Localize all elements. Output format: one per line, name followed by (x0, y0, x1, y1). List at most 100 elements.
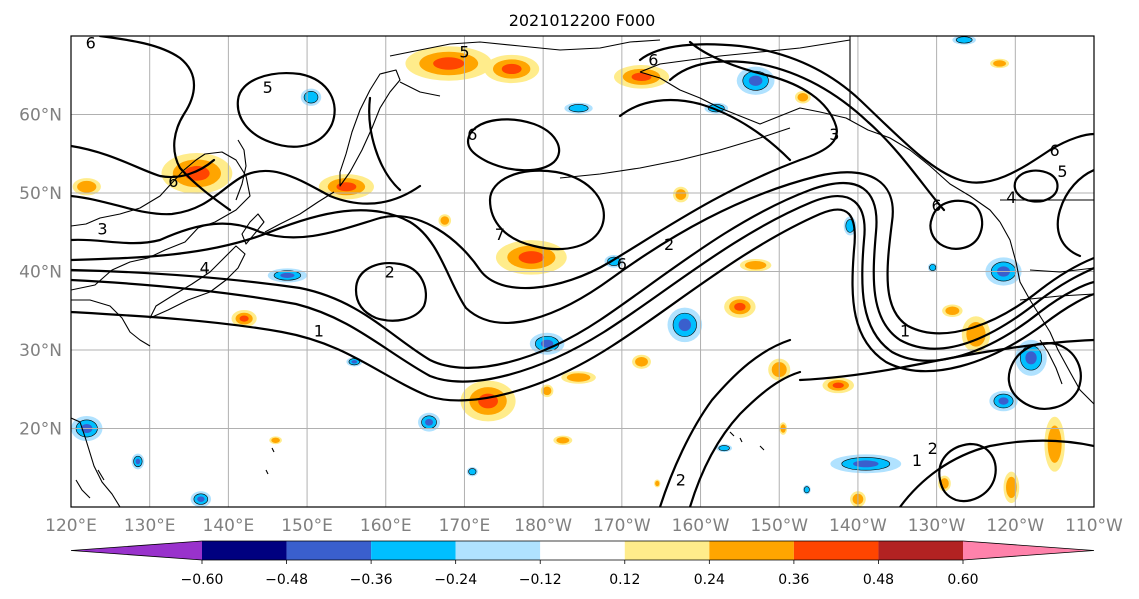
contour-label: 1 (912, 451, 922, 470)
anomaly-blob (794, 90, 811, 104)
anomaly-blob (1044, 416, 1065, 472)
colorbar-label: 0.12 (609, 572, 640, 588)
contour-label: 6 (1050, 141, 1060, 160)
longitude-label: 140°W (829, 516, 887, 536)
contour-label: 7 (495, 225, 505, 244)
contour-label: 6 (168, 172, 178, 191)
colorbar-label: 0.48 (863, 572, 894, 588)
colorbar-bin (793, 541, 879, 560)
latitude-label: 40°N (19, 263, 62, 283)
anomaly-blob (604, 255, 624, 268)
contour-label: 3 (829, 125, 839, 144)
latitude-label: 50°N (19, 184, 62, 204)
longitude-label: 170°W (593, 516, 651, 536)
longitude-label: 120°E (45, 516, 97, 536)
anomaly-blob (672, 186, 689, 203)
longitude-label: 150°W (750, 516, 808, 536)
contour-label: 6 (86, 33, 96, 52)
contour-label: 5 (459, 43, 469, 62)
colorbar-label: 0.24 (694, 572, 725, 588)
longitude-label: 140°E (203, 516, 255, 536)
anomaly-blob (1003, 471, 1020, 504)
latitude-label: 20°N (19, 420, 62, 440)
colorbar-bin (624, 541, 710, 560)
colorbar-label: −0.60 (181, 572, 224, 588)
contour-label: 2 (676, 471, 686, 490)
longitude-labels: 120°E 130°E 140°E 150°E 160°E 170°E 180°W 170°W… (45, 516, 1123, 536)
longitude-label: 120°W (986, 516, 1044, 536)
contour-label: 5 (263, 78, 273, 97)
longitude-label: 170°E (439, 516, 491, 536)
anomaly-blob (822, 377, 854, 394)
colorbar-bin (455, 541, 541, 560)
anomaly-blob (704, 102, 729, 114)
longitude-label: 160°W (672, 516, 730, 536)
contour-label: 4 (1006, 188, 1016, 207)
map-frame (70, 35, 1095, 508)
anomaly-blob (269, 436, 282, 445)
colorbar-label: −0.24 (434, 572, 477, 588)
longitude-label: 160°E (360, 516, 412, 536)
anomaly-blob (990, 58, 1010, 69)
anomaly-blob (190, 491, 212, 507)
anomaly-blob (131, 453, 145, 470)
contour-label: 3 (97, 219, 107, 238)
contour-label: 2 (664, 235, 674, 254)
contour-label: 6 (648, 51, 658, 70)
longitude-label: 130°E (124, 516, 176, 536)
anomaly-blob (346, 357, 363, 367)
anomaly-blob (161, 152, 233, 194)
anomaly-blob (927, 262, 938, 273)
map-title: 2021012200 F000 (509, 11, 656, 30)
anomaly-blob (952, 36, 976, 45)
colorbar-bin (371, 541, 456, 560)
contour-label: 6 (617, 255, 627, 274)
anomaly-blob (300, 88, 322, 106)
colorbar-bin (878, 541, 963, 560)
anomaly-blob (267, 268, 308, 283)
longitude-label: 180°W (514, 516, 572, 536)
anomaly-blob (802, 485, 811, 495)
anomaly-blob (553, 435, 573, 445)
colorbar-bin (286, 541, 372, 560)
contour-label: 2 (928, 439, 938, 458)
colorbar-extend-high (962, 541, 1094, 560)
colorbar: −0.60 −0.48 −0.36 −0.24 −0.12 0.12 0.24 0.36 0.4… (70, 540, 1095, 588)
anomaly-blob (667, 307, 703, 343)
anomaly-blob (1015, 339, 1047, 376)
anomaly-blob (466, 466, 478, 477)
anomaly-blob (561, 371, 596, 384)
colorbar-label: 0.36 (778, 572, 809, 588)
colorbar-extend-low (71, 541, 203, 560)
coastlines (71, 36, 1094, 507)
anomaly-blob (716, 444, 733, 453)
colorbar-bin (709, 541, 794, 560)
anomaly-blob (564, 102, 593, 114)
contour-label: 6 (932, 196, 942, 215)
anomaly-blob (484, 54, 540, 84)
contour-label: 2 (385, 263, 395, 282)
contour-label: 6 (467, 125, 477, 144)
anomaly-blob (540, 384, 554, 398)
anomaly-blob (724, 295, 756, 318)
colorbar-label: −0.48 (265, 572, 308, 588)
longitude-label: 130°W (908, 516, 966, 536)
anomaly-blob (654, 479, 661, 488)
anomaly-blob (736, 66, 775, 95)
anomaly-blob (231, 309, 257, 328)
anomaly-blob (989, 390, 1018, 412)
contour-label: 1 (900, 321, 910, 340)
colorbar-label: −0.36 (350, 572, 393, 588)
anomaly-blob (72, 178, 101, 196)
colorbar-bin (540, 541, 625, 560)
anomaly-blob (830, 454, 902, 474)
anomaly-blob (613, 65, 670, 89)
gridlines (71, 36, 1094, 507)
colorbar-bin (202, 541, 287, 560)
latitude-label: 60°N (19, 106, 62, 126)
contour-label: 4 (200, 259, 210, 278)
anomaly-blob (632, 354, 651, 369)
latitude-label: 30°N (19, 341, 62, 361)
